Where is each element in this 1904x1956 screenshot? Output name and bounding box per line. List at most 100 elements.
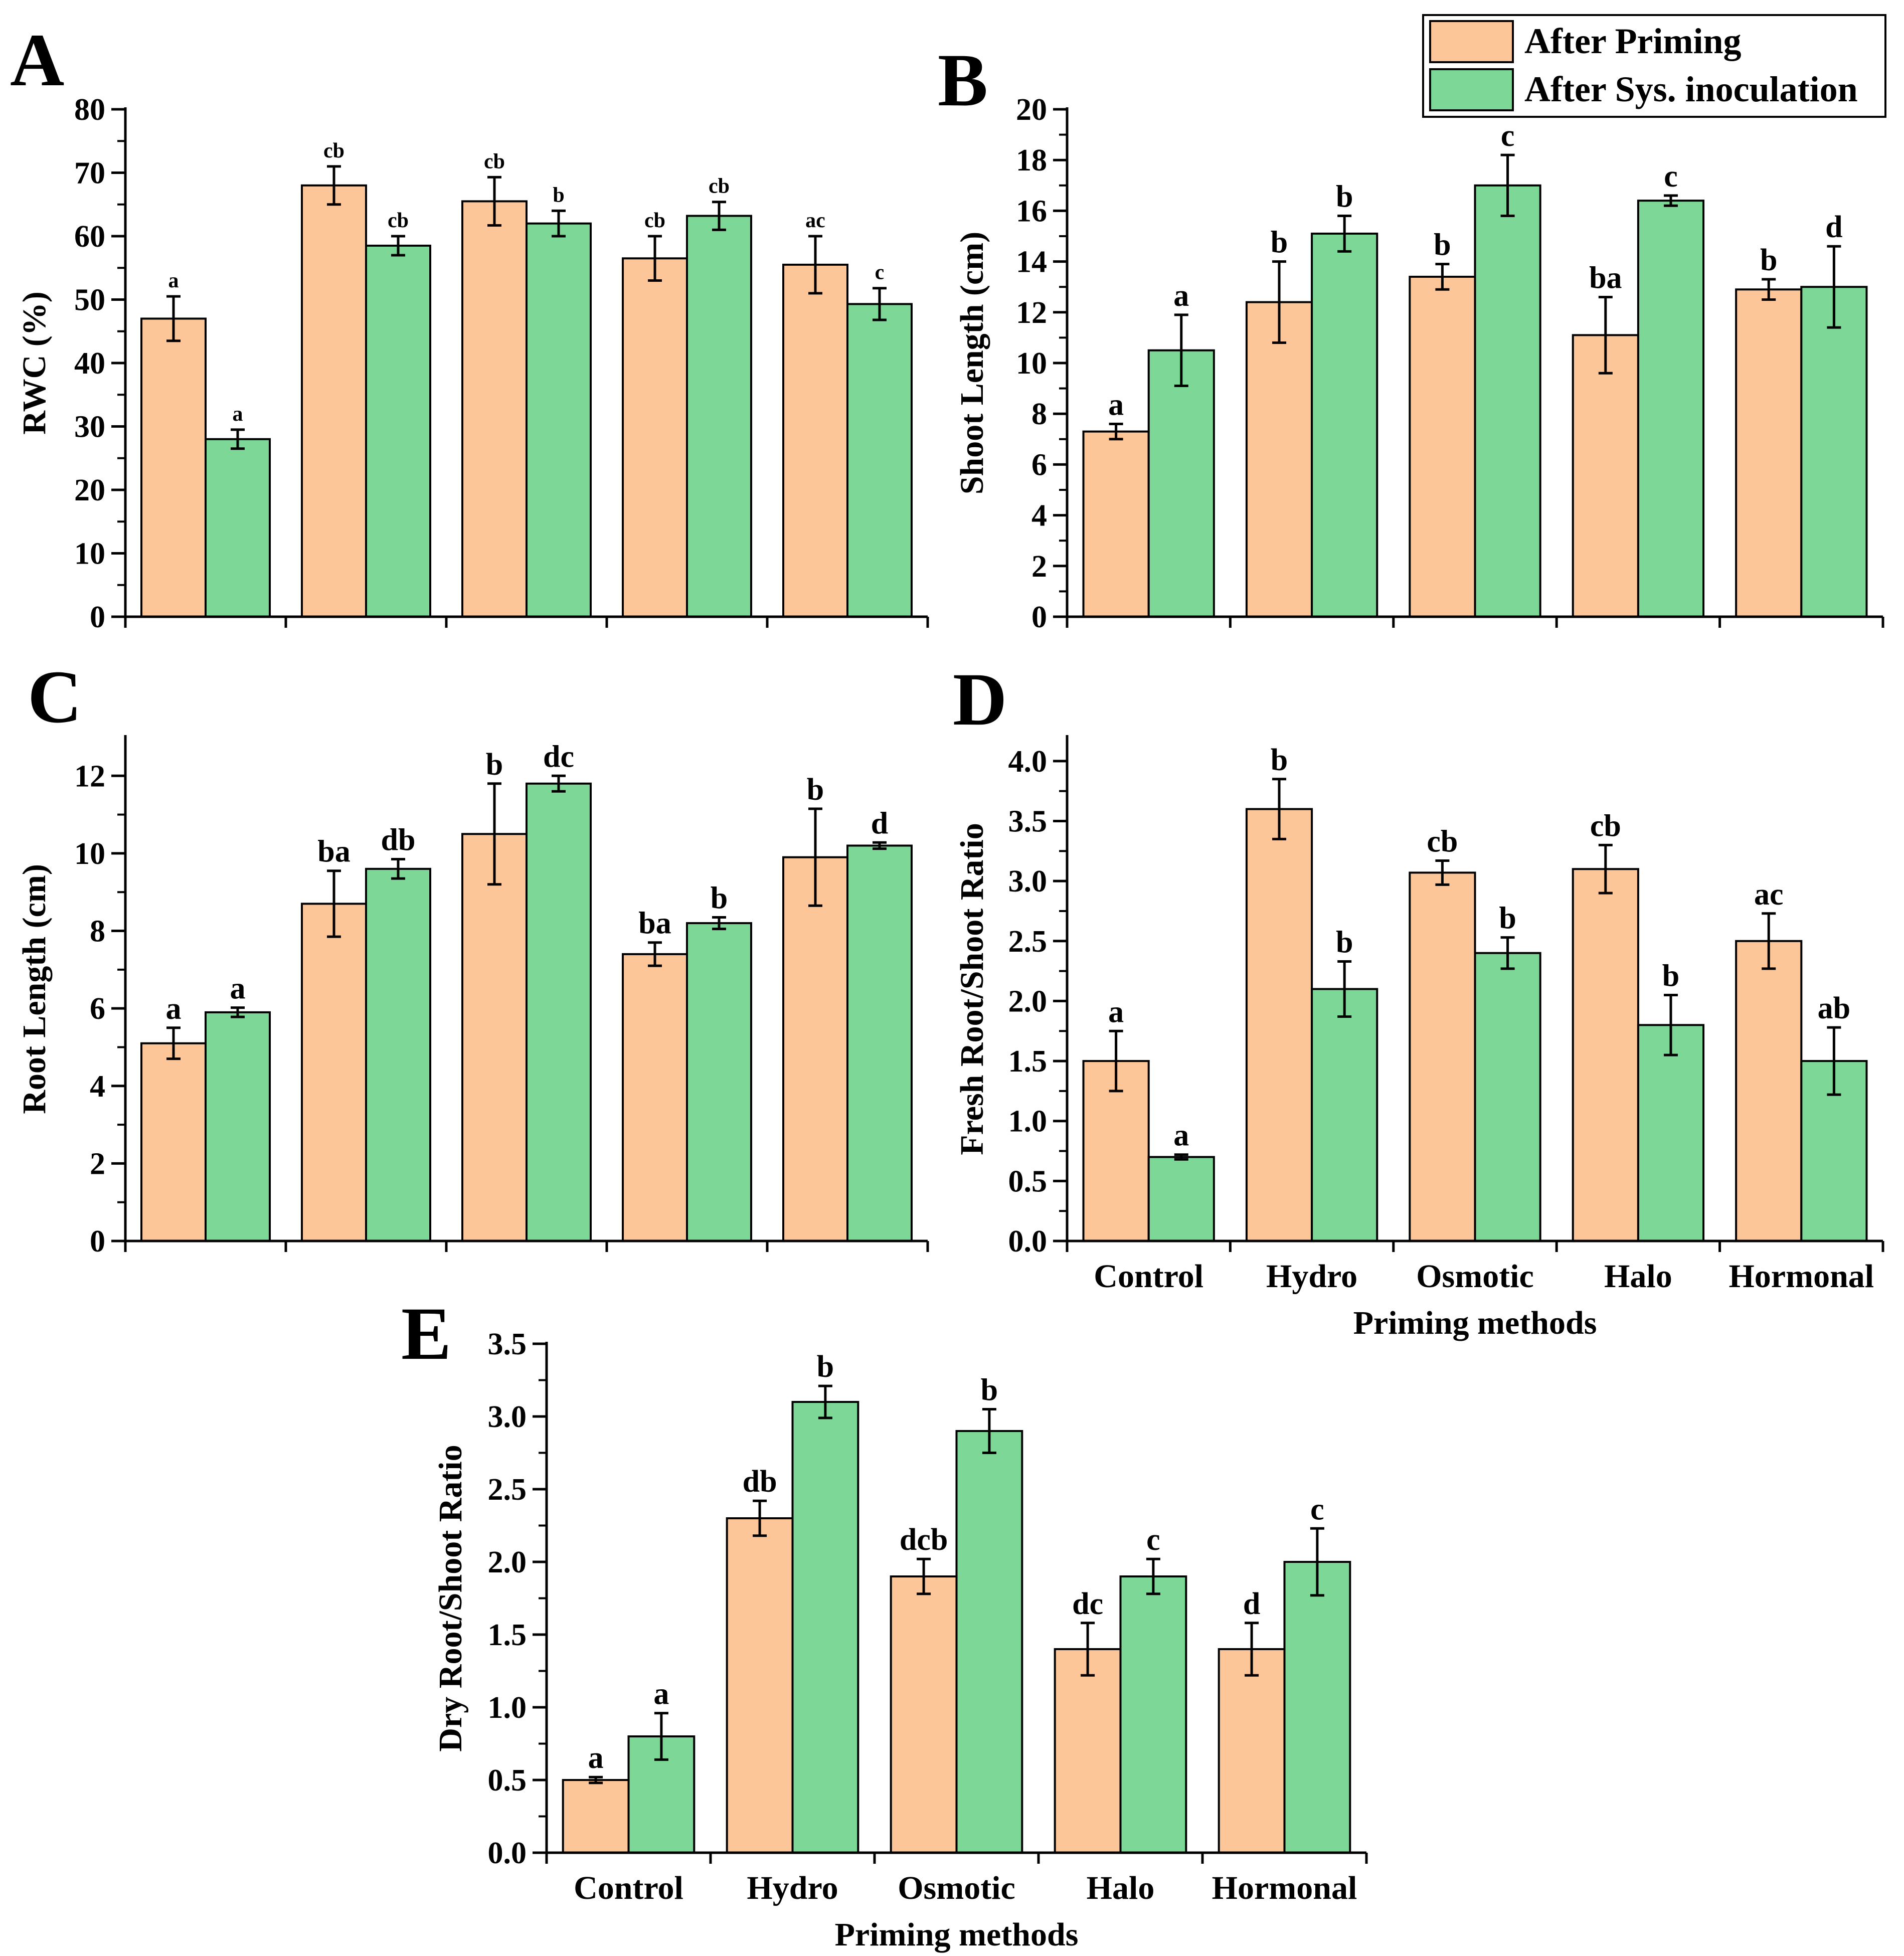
y-tick-label: 2 bbox=[90, 1147, 105, 1181]
y-tick-label: 8 bbox=[1031, 397, 1047, 431]
significance-letter: d bbox=[1243, 1587, 1260, 1621]
y-tick-label: 14 bbox=[1016, 245, 1047, 279]
bar-after-priming bbox=[1409, 275, 1476, 618]
x-category-label: Osmotic bbox=[898, 1870, 1015, 1906]
significance-letter: b bbox=[1662, 959, 1679, 993]
bar-after-sys-inoculation bbox=[1474, 184, 1541, 618]
legend-swatch bbox=[1429, 68, 1514, 111]
bar-after-priming bbox=[140, 317, 207, 618]
legend-label: After Priming bbox=[1524, 21, 1742, 61]
significance-letter: a bbox=[653, 1677, 669, 1711]
significance-letter: cb bbox=[709, 175, 730, 198]
significance-letter: a bbox=[588, 1741, 604, 1775]
bar-after-priming bbox=[461, 833, 528, 1242]
y-tick-label: 40 bbox=[74, 346, 105, 381]
x-category-label: Hormonal bbox=[1728, 1258, 1874, 1295]
x-category-label: Osmotic bbox=[1416, 1258, 1534, 1295]
y-tick-label: 4.0 bbox=[1008, 745, 1048, 779]
y-tick-label: 60 bbox=[74, 220, 105, 254]
y-tick-label: 6 bbox=[90, 992, 105, 1026]
y-tick-label: 3.5 bbox=[488, 1327, 527, 1361]
y-tick-label: 50 bbox=[74, 283, 105, 317]
significance-letter: cb bbox=[644, 209, 665, 232]
y-tick-label: 3.5 bbox=[1008, 805, 1048, 839]
y-tick-label: 1.5 bbox=[488, 1618, 527, 1652]
significance-letter: a bbox=[1108, 388, 1124, 422]
panel-letter: D bbox=[953, 658, 1007, 741]
bar-after-sys-inoculation bbox=[1311, 232, 1378, 618]
significance-letter: b bbox=[1434, 228, 1451, 262]
significance-letter: a bbox=[230, 972, 246, 1006]
x-category-label: Hydro bbox=[1266, 1258, 1357, 1295]
bar-after-sys-inoculation bbox=[1637, 200, 1705, 618]
bar-after-sys-inoculation bbox=[1147, 1156, 1215, 1242]
bar-after-sys-inoculation bbox=[1474, 952, 1541, 1242]
significance-letter: a bbox=[168, 269, 179, 292]
significance-letter: b bbox=[1499, 902, 1516, 936]
bar-after-priming bbox=[1245, 301, 1313, 618]
bar-after-priming bbox=[622, 257, 688, 618]
significance-letter: b bbox=[817, 1350, 834, 1384]
y-tick-label: 1.0 bbox=[1008, 1105, 1048, 1139]
legend-swatch bbox=[1429, 20, 1514, 63]
bar-after-priming bbox=[890, 1575, 958, 1854]
significance-letter: cb bbox=[1590, 809, 1621, 843]
significance-letter: b bbox=[981, 1373, 998, 1407]
bar-after-priming bbox=[1735, 940, 1803, 1242]
bar-after-priming bbox=[622, 953, 688, 1242]
y-tick-label: 16 bbox=[1016, 194, 1047, 228]
y-tick-label: 0.0 bbox=[488, 1836, 527, 1870]
significance-letter: a bbox=[1108, 995, 1124, 1029]
bar-after-sys-inoculation bbox=[526, 222, 592, 618]
y-tick-label: 2 bbox=[1031, 550, 1047, 584]
bar-after-priming bbox=[140, 1042, 207, 1242]
bar-after-priming bbox=[782, 856, 848, 1242]
bar-after-priming bbox=[1735, 288, 1803, 618]
significance-letter: cb bbox=[388, 209, 409, 232]
bar-after-sys-inoculation bbox=[365, 867, 431, 1242]
y-tick-label: 0.0 bbox=[1008, 1224, 1048, 1259]
significance-letter: b bbox=[1271, 743, 1288, 777]
bar-after-priming bbox=[1054, 1648, 1122, 1854]
significance-letter: ab bbox=[1818, 991, 1850, 1025]
bar-after-priming bbox=[1572, 868, 1639, 1242]
y-tick-label: 3.0 bbox=[1008, 864, 1048, 899]
y-tick-label: 12 bbox=[74, 759, 105, 793]
bar-after-priming bbox=[1409, 871, 1476, 1242]
significance-letter: b bbox=[807, 773, 824, 807]
y-axis-title: Root Length (cm) bbox=[16, 864, 53, 1114]
bar-after-sys-inoculation bbox=[205, 438, 271, 618]
bar-after-sys-inoculation bbox=[686, 922, 752, 1242]
x-category-label: Hydro bbox=[747, 1870, 838, 1906]
panel-letter: C bbox=[28, 655, 82, 739]
significance-letter: db bbox=[743, 1465, 777, 1499]
y-tick-label: 20 bbox=[1016, 93, 1047, 127]
y-tick-label: 2.5 bbox=[1008, 925, 1048, 959]
y-axis-title: Shoot Length (cm) bbox=[954, 232, 990, 494]
y-tick-label: 70 bbox=[74, 156, 105, 191]
significance-letter: b bbox=[1271, 226, 1288, 260]
legend-label: After Sys. inoculation bbox=[1524, 69, 1858, 109]
significance-letter: a bbox=[1173, 1119, 1189, 1153]
significance-letter: ac bbox=[805, 209, 825, 232]
significance-letter: b bbox=[1760, 243, 1777, 277]
significance-letter: ba bbox=[638, 907, 671, 941]
bar-after-priming bbox=[562, 1779, 630, 1854]
bar-after-sys-inoculation bbox=[365, 244, 431, 618]
significance-letter: db bbox=[381, 823, 416, 857]
y-tick-label: 0 bbox=[1031, 600, 1047, 634]
significance-letter: c bbox=[875, 261, 885, 284]
significance-letter: cb bbox=[484, 150, 505, 173]
bar-after-priming bbox=[1572, 334, 1639, 618]
x-axis-title: Priming methods bbox=[835, 1916, 1079, 1953]
y-tick-label: 0 bbox=[90, 600, 105, 634]
significance-letter: b bbox=[486, 748, 503, 782]
y-tick-label: 0.5 bbox=[1008, 1164, 1048, 1198]
significance-letter: ba bbox=[1589, 261, 1622, 295]
bar-after-sys-inoculation bbox=[791, 1401, 859, 1854]
bar-after-sys-inoculation bbox=[1119, 1575, 1187, 1854]
y-tick-label: 1.5 bbox=[1008, 1044, 1048, 1079]
y-tick-label: 4 bbox=[90, 1070, 105, 1104]
